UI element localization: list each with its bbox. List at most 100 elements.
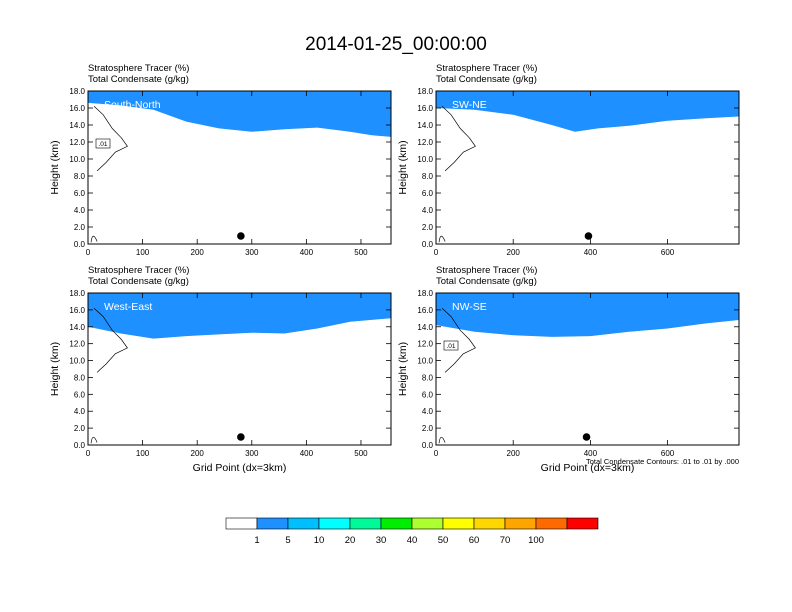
colorbar-swatch (256, 517, 289, 530)
y-tick-label: 18.0 (417, 289, 433, 298)
condensate-contour (441, 307, 476, 373)
panel-4: NW-SE .01 0.0 2.0 4.0 6.0 8.0 10.0 12.0 14.0 16.0 1… (397, 265, 740, 474)
condensate-contour-low (438, 436, 446, 444)
location-marker (584, 232, 593, 240)
x-axis-label: Grid Point (dx=3km) (193, 462, 287, 474)
tracer-band-11 (88, 293, 391, 339)
condensate-contour (93, 307, 128, 373)
y-tick-label: 8.0 (422, 373, 434, 382)
colorbar-label: 10 (314, 535, 325, 546)
location-marker (237, 232, 245, 240)
tracer-band-11 (436, 293, 739, 337)
y-tick-label: 0.0 (422, 441, 434, 450)
plot-area (436, 91, 739, 244)
x-tick-label: 100 (136, 248, 150, 257)
y-tick-label: 2.0 (74, 424, 86, 433)
y-tick-label: 10.0 (417, 155, 433, 164)
x-tick-label: 100 (136, 449, 150, 458)
y-tick-label: 10.0 (417, 357, 433, 366)
contour-note: Total Condensate Contours: .01 to .01 by… (586, 457, 739, 466)
x-tick-label: 400 (300, 449, 314, 458)
condensate-contour-low (90, 235, 98, 243)
panel-header-1: Stratosphere Tracer (%) (436, 265, 537, 276)
x-tick-label: 400 (584, 248, 598, 257)
condensate-contour-low (438, 235, 446, 243)
x-tick-label: 200 (507, 248, 521, 257)
y-axis-label: Height (km) (49, 140, 61, 194)
condensate-contour (441, 106, 476, 172)
panel-3: West-East 0.0 2.0 4.0 6.0 8.0 10.0 12.0 14.0 16.0… (49, 265, 392, 474)
plot-frame (87, 292, 392, 446)
panel-name: South-North (104, 99, 161, 111)
plot-area (436, 293, 739, 445)
y-tick-label: 0.0 (422, 240, 434, 249)
x-tick-label: 400 (584, 449, 598, 458)
panels: South-North .01 0.0 2.0 4.0 6.0 8.0 10.0 12.0 14.… (49, 63, 740, 474)
plot-area (88, 91, 391, 244)
panel-header-2: Total Condensate (g/kg) (88, 276, 189, 287)
tracer-band-11 (88, 91, 391, 137)
y-tick-label: 2.0 (422, 223, 434, 232)
y-tick-label: 14.0 (417, 323, 433, 332)
y-tick-label: 6.0 (74, 390, 86, 399)
colorbar-swatch (318, 517, 351, 530)
colorbar-label: 5 (285, 535, 290, 546)
plot-frame (435, 292, 740, 446)
tracer-band-11 (436, 91, 739, 132)
colorbar-swatch (287, 517, 320, 530)
y-axis-label: Height (km) (397, 342, 409, 396)
colorbar-swatch (442, 517, 475, 530)
x-tick-label: 200 (191, 248, 205, 257)
panel-header-1: Stratosphere Tracer (%) (88, 63, 189, 74)
contour-label-box (443, 340, 459, 351)
y-axis-label: Height (km) (397, 140, 409, 194)
colorbar-swatch (225, 517, 258, 530)
panel-name: SW-NE (452, 99, 487, 111)
y-tick-label: 12.0 (69, 340, 85, 349)
y-tick-label: 2.0 (74, 223, 86, 232)
y-tick-label: 12.0 (417, 340, 433, 349)
y-tick-label: 4.0 (74, 407, 86, 416)
condensate-contour (93, 106, 128, 172)
y-tick-label: 0.0 (74, 441, 86, 450)
x-tick-label: 600 (661, 449, 675, 458)
y-tick-label: 12.0 (69, 138, 85, 147)
panel-header-1: Stratosphere Tracer (%) (436, 63, 537, 74)
y-tick-label: 18.0 (69, 289, 85, 298)
panel-2: SW-NE 0.0 2.0 4.0 6.0 8.0 10.0 12.0 14.0 16.0 18.0… (397, 63, 740, 257)
panel-header-2: Total Condensate (g/kg) (436, 74, 537, 85)
plot-area (88, 293, 391, 445)
y-axis-label: Height (km) (49, 342, 61, 396)
y-tick-label: 8.0 (422, 172, 434, 181)
y-tick-label: 16.0 (417, 104, 433, 113)
contour-label: .01 (98, 141, 107, 148)
panel-header-2: Total Condensate (g/kg) (436, 276, 537, 287)
panel-name: West-East (104, 301, 152, 313)
y-tick-label: 4.0 (422, 206, 434, 215)
x-tick-label: 600 (661, 248, 675, 257)
location-marker (582, 433, 591, 441)
panel-name: NW-SE (452, 301, 487, 313)
colorbar: 1 5 10 20 30 40 50 60 70 100 (225, 517, 599, 546)
y-tick-label: 2.0 (422, 424, 434, 433)
plot-frame (435, 90, 740, 245)
contour-label-box (95, 138, 111, 149)
y-tick-label: 14.0 (417, 121, 433, 130)
y-tick-label: 10.0 (69, 155, 85, 164)
y-tick-label: 0.0 (74, 240, 86, 249)
contour-label: .01 (446, 343, 455, 350)
plot-frame (87, 90, 392, 245)
x-tick-label: 0 (86, 248, 91, 257)
x-tick-label: 0 (434, 449, 439, 458)
colorbar-label: 70 (500, 535, 511, 546)
colorbar-label: 30 (376, 535, 387, 546)
x-tick-label: 300 (245, 248, 259, 257)
y-tick-label: 12.0 (417, 138, 433, 147)
colorbar-label: 100 (528, 535, 544, 546)
y-tick-label: 8.0 (74, 373, 86, 382)
y-tick-label: 16.0 (417, 306, 433, 315)
y-tick-label: 16.0 (69, 104, 85, 113)
y-tick-label: 8.0 (74, 172, 86, 181)
colorbar-label: 1 (254, 535, 259, 546)
